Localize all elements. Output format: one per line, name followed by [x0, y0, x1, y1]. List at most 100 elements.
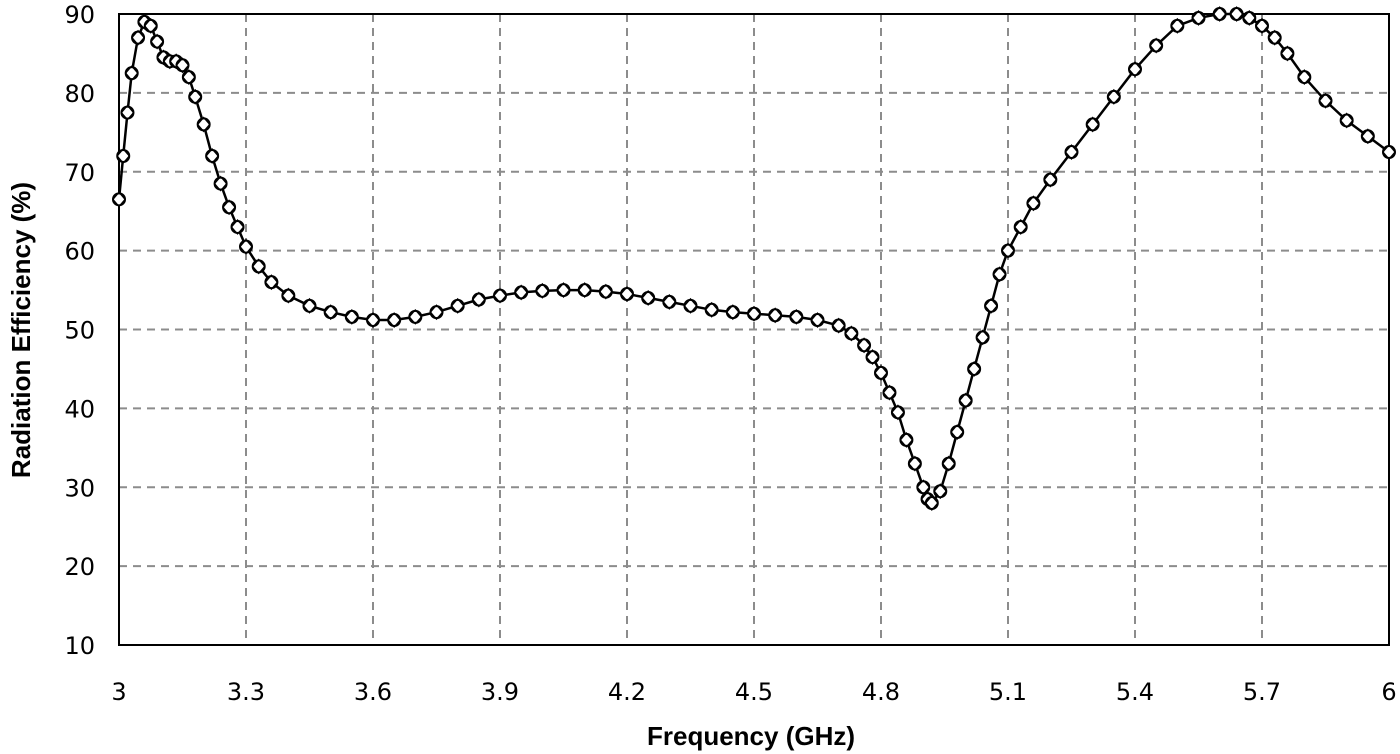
data-point-marker: [1280, 46, 1295, 61]
data-point-marker: [967, 361, 982, 376]
data-point-diamond: [1280, 45, 1295, 62]
data-point-marker: [1026, 196, 1041, 211]
data-point-diamond: [857, 337, 871, 354]
data-point-marker: [1229, 7, 1244, 21]
data-point-diamond: [882, 384, 897, 401]
data-point-diamond: [188, 88, 202, 105]
data-point-diamond: [535, 282, 550, 299]
data-point-diamond: [429, 304, 444, 321]
data-point-marker: [429, 305, 444, 320]
data-point-diamond: [899, 432, 914, 448]
y-tick-label: 40: [64, 395, 95, 423]
data-point-diamond: [1026, 195, 1041, 212]
data-point-marker: [116, 148, 131, 163]
data-point-diamond: [175, 57, 190, 74]
data-point-diamond: [620, 286, 634, 302]
data-point-marker: [1191, 10, 1206, 25]
data-point-marker: [1360, 129, 1375, 144]
data-point-marker: [1297, 70, 1312, 85]
data-point-diamond: [112, 191, 126, 208]
grid-lines: [119, 14, 1389, 645]
data-point-marker: [323, 305, 338, 320]
data-point-diamond: [768, 307, 782, 324]
x-tick-label: 6: [1381, 678, 1396, 706]
data-point-marker: [1267, 30, 1282, 45]
data-point-marker: [704, 302, 719, 317]
data-point-diamond: [1318, 92, 1333, 109]
data-point-diamond: [493, 287, 507, 304]
data-point-marker: [577, 283, 592, 298]
data-point-diamond: [213, 175, 228, 192]
x-tick-label: 5.4: [1116, 678, 1154, 706]
data-point-marker: [683, 298, 698, 313]
data-point-marker: [1013, 219, 1028, 234]
data-point-marker: [865, 350, 880, 365]
y-tick-label: 80: [64, 80, 95, 108]
y-tick-label: 70: [64, 159, 95, 187]
data-point-marker: [222, 200, 237, 215]
data-point-diamond: [1191, 10, 1206, 26]
data-point-diamond: [1212, 6, 1227, 22]
x-tick-label: 4.8: [862, 678, 900, 706]
data-point-diamond: [683, 297, 698, 314]
data-point-diamond: [865, 349, 880, 366]
data-point-marker: [150, 34, 165, 49]
data-point-diamond: [874, 364, 888, 381]
data-point-marker: [344, 309, 359, 324]
data-point-diamond: [958, 392, 973, 409]
data-point-marker: [1043, 172, 1058, 187]
data-point-marker: [120, 105, 135, 120]
x-tick-label: 3.3: [227, 678, 265, 706]
data-point-diamond: [281, 287, 296, 304]
data-point-marker: [387, 313, 402, 328]
data-point-marker: [535, 283, 550, 298]
x-tick-label: 4.5: [735, 678, 773, 706]
x-tick-label: 3.9: [481, 678, 519, 706]
data-point-marker: [196, 117, 211, 132]
data-point-diamond: [302, 297, 317, 314]
data-point-marker: [958, 393, 973, 408]
data-point-diamond: [323, 304, 338, 321]
data-point-marker: [450, 298, 465, 313]
data-point-diamond: [831, 317, 846, 334]
data-point-diamond: [1229, 6, 1244, 22]
data-point-marker: [471, 292, 486, 307]
data-point-diamond: [1242, 10, 1257, 26]
y-tick-label: 10: [64, 632, 95, 660]
data-point-marker: [1212, 7, 1227, 21]
data-point-marker: [984, 298, 999, 313]
data-point-marker: [789, 309, 804, 324]
data-point-marker: [1242, 10, 1257, 25]
data-point-marker: [1001, 243, 1015, 258]
data-point-diamond: [1170, 17, 1185, 34]
data-point-diamond: [1128, 61, 1142, 78]
data-point-diamond: [205, 148, 219, 164]
data-point-marker: [143, 18, 158, 33]
data-point-marker: [890, 405, 905, 420]
data-point-marker: [924, 496, 939, 511]
data-point-marker: [882, 385, 897, 400]
data-point-marker: [1064, 145, 1079, 160]
data-point-marker: [933, 484, 948, 499]
data-point-diamond: [1361, 128, 1375, 145]
data-point-marker: [213, 176, 228, 191]
data-point-marker: [844, 326, 859, 341]
data-point-marker: [205, 148, 220, 163]
data-point-marker: [188, 89, 203, 104]
data-point-marker: [1255, 18, 1269, 33]
x-axis-tick-labels: 3 3.3 3.6 3.9 4.2 4.5 4.8 5.1 5.4 5.7 6: [111, 678, 1396, 706]
data-point-diamond: [908, 455, 922, 472]
data-point-diamond: [984, 297, 998, 314]
data-point-diamond: [150, 33, 164, 50]
data-point-marker: [620, 287, 634, 302]
data-point-marker: [662, 294, 677, 309]
data-point-diamond: [264, 274, 279, 291]
data-point-diamond: [577, 282, 592, 298]
data-point-diamond: [239, 238, 253, 255]
data-point-marker: [1128, 62, 1142, 77]
data-point-marker: [112, 192, 126, 207]
data-point-diamond: [251, 258, 266, 275]
x-axis-label: Frequency (GHz): [647, 721, 855, 751]
data-point-marker: [899, 432, 914, 447]
data-point-diamond: [1107, 88, 1121, 105]
